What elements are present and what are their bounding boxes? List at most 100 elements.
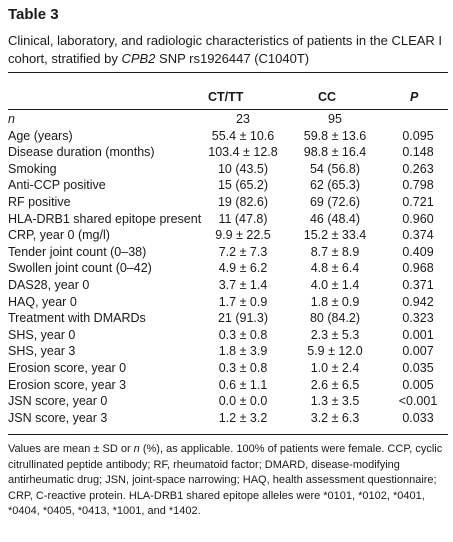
row-label: Treatment with DMARDs (8, 311, 146, 326)
table-row: Erosion score, year 0 0.3 ± 0.8 1.0 ± 2.4 0… (8, 360, 448, 377)
row-label: HAQ, year 0 (8, 294, 77, 309)
ct-tt-value: 10 (43.5) (217, 161, 269, 176)
p-value: 0.005 (402, 377, 434, 392)
bottom-rule (8, 434, 448, 435)
cc-value: 69 (72.6) (309, 194, 361, 209)
cc-value: 3.2 ± 6.3 (310, 410, 360, 425)
table-row: DAS28, year 0 3.7 ± 1.4 4.0 ± 1.4 0.371 (8, 277, 448, 294)
table-caption: Clinical, laboratory, and radiologic cha… (8, 32, 448, 68)
ct-tt-value: 0.0 ± 0.0 (218, 394, 268, 409)
p-value: 0.721 (402, 194, 434, 209)
caption-text-start: Clinical, laboratory, and radiologic cha… (8, 33, 443, 66)
table-row: Tender joint count (0–38) 7.2 ± 7.3 8.7 ± … (8, 244, 448, 261)
row-label: Tender joint count (0–38) (8, 244, 147, 259)
cc-value: 4.0 ± 1.4 (310, 277, 360, 292)
row-label: Anti-CCP positive (8, 178, 106, 193)
header-p: P (410, 90, 419, 104)
p-value: 0.148 (402, 145, 434, 160)
cc-value: 2.6 ± 6.5 (310, 377, 360, 392)
top-rule (8, 72, 448, 73)
p-value: 0.095 (402, 128, 434, 143)
table-row: CRP, year 0 (mg/l) 9.9 ± 22.5 15.2 ± 33.4 0… (8, 227, 448, 244)
table-row: SHS, year 3 1.8 ± 3.9 5.9 ± 12.0 0.007 (8, 343, 448, 360)
p-value: 0.263 (402, 161, 434, 176)
cc-value: 15.2 ± 33.4 (303, 228, 367, 243)
ct-tt-value: 1.2 ± 3.2 (218, 410, 268, 425)
cc-value: 62 (65.3) (309, 178, 361, 193)
cc-value: 1.3 ± 3.5 (310, 394, 360, 409)
cc-value: 54 (56.8) (309, 161, 361, 176)
ct-tt-value: 55.4 ± 10.6 (211, 128, 275, 143)
p-value: 0.798 (402, 178, 434, 193)
header-ct-tt: CT/TT (208, 90, 244, 104)
p-value: <0.001 (398, 394, 438, 409)
table-row: HLA-DRB1 shared epitope present 11 (47.8)… (8, 211, 448, 228)
row-label: Smoking (8, 161, 57, 176)
ct-tt-value: 1.8 ± 3.9 (218, 344, 268, 359)
table-row: Treatment with DMARDs 21 (91.3) 80 (84.2) 0… (8, 310, 448, 327)
row-label: Age (years) (8, 128, 73, 143)
cc-value: 2.3 ± 5.3 (310, 327, 360, 342)
table-row: Anti-CCP positive 15 (65.2) 62 (65.3) 0.798 (8, 177, 448, 194)
table-row: JSN score, year 0 0.0 ± 0.0 1.3 ± 3.5 <0.00… (8, 393, 448, 410)
footnote-n: n (133, 443, 140, 455)
table-footnote: Values are mean ± SD or n (%), as applic… (8, 442, 448, 520)
row-label: RF positive (8, 194, 71, 209)
ct-tt-value: 15 (65.2) (217, 178, 269, 193)
ct-tt-value: 103.4 ± 12.8 (208, 145, 278, 160)
p-value: 0.033 (402, 410, 434, 425)
cc-value: 98.8 ± 16.4 (303, 145, 367, 160)
caption-text-end: SNP rs1926447 (C1040T) (155, 51, 310, 66)
table-row: Erosion score, year 3 0.6 ± 1.1 2.6 ± 6.5 0… (8, 377, 448, 394)
cc-value: 80 (84.2) (309, 311, 361, 326)
table-row: Age (years) 55.4 ± 10.6 59.8 ± 13.6 0.095 (8, 128, 448, 145)
ct-tt-value: 1.7 ± 0.9 (218, 294, 268, 309)
row-label: JSN score, year 3 (8, 410, 108, 425)
cc-value: 1.0 ± 2.4 (310, 360, 360, 375)
ct-tt-value: 4.9 ± 6.2 (218, 261, 268, 276)
header-cc: CC (318, 90, 337, 104)
p-value: 0.007 (402, 344, 434, 359)
ct-tt-value: 0.3 ± 0.8 (218, 327, 268, 342)
footnote-text-start: Values are mean ± SD or (8, 443, 134, 455)
ct-tt-value: 23 (236, 112, 250, 126)
ct-tt-value: 0.3 ± 0.8 (218, 360, 268, 375)
p-value: 0.371 (402, 277, 434, 292)
cc-value: 4.8 ± 6.4 (310, 261, 360, 276)
table-body: n 23 95 Age (years) 55.4 ± 10.6 59.8 ± 13.6 0.… (8, 111, 448, 426)
row-label: Swollen joint count (0–42) (8, 261, 152, 276)
row-label: HLA-DRB1 shared epitope present (8, 211, 202, 226)
row-label: CRP, year 0 (mg/l) (8, 228, 110, 243)
p-value: 0.035 (402, 360, 434, 375)
p-value: 0.942 (402, 294, 434, 309)
cc-value: 8.7 ± 8.9 (310, 244, 360, 259)
footnote-text-end: (%), as applicable. 100% of patients wer… (8, 443, 443, 517)
row-label: Erosion score, year 0 (8, 360, 127, 375)
table-row: n 23 95 (8, 111, 448, 128)
header-rule (8, 109, 448, 110)
table-row: Swollen joint count (0–42) 4.9 ± 6.2 4.8 ±… (8, 260, 448, 277)
cc-value: 59.8 ± 13.6 (303, 128, 367, 143)
cc-value: 95 (328, 112, 342, 126)
cc-value: 1.8 ± 0.9 (310, 294, 360, 309)
ct-tt-value: 3.7 ± 1.4 (218, 277, 268, 292)
p-value: 0.960 (402, 211, 434, 226)
row-label: Erosion score, year 3 (8, 377, 127, 392)
p-value: 0.409 (402, 244, 434, 259)
p-value: 0.323 (402, 311, 434, 326)
table-row: RF positive 19 (82.6) 69 (72.6) 0.721 (8, 194, 448, 211)
p-value: 0.001 (402, 327, 434, 342)
ct-tt-value: 11 (47.8) (218, 211, 268, 226)
row-label: Disease duration (months) (8, 145, 155, 160)
row-label: n (8, 112, 15, 126)
table-row: Disease duration (months) 103.4 ± 12.8 98.… (8, 144, 448, 161)
row-label: SHS, year 0 (8, 327, 76, 342)
table-row: Smoking 10 (43.5) 54 (56.8) 0.263 (8, 161, 448, 178)
table-row: JSN score, year 3 1.2 ± 3.2 3.2 ± 6.3 0.033 (8, 410, 448, 427)
ct-tt-value: 21 (91.3) (217, 311, 269, 326)
ct-tt-value: 7.2 ± 7.3 (218, 244, 268, 259)
row-label: SHS, year 3 (8, 344, 76, 359)
row-label: DAS28, year 0 (8, 277, 90, 292)
row-label: JSN score, year 0 (8, 394, 108, 409)
